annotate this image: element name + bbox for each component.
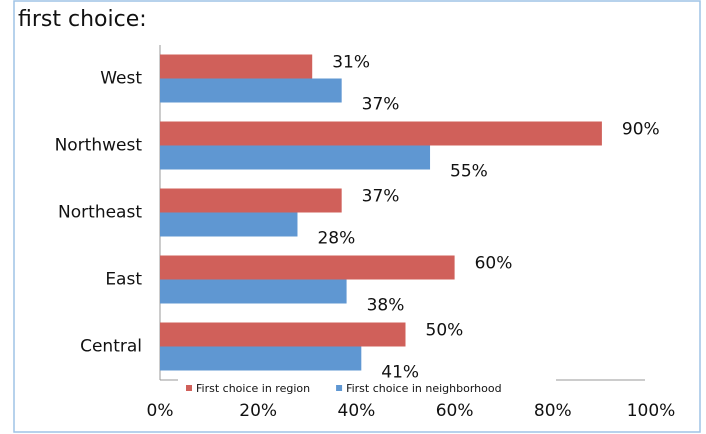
data-label: 50% <box>426 321 464 341</box>
frame <box>13 0 701 433</box>
bar <box>160 346 362 371</box>
bar <box>160 255 455 280</box>
data-label: 60% <box>475 254 513 274</box>
y-tick-label: Northeast <box>58 203 142 223</box>
chart-title: first choice: <box>18 7 147 32</box>
bar <box>160 188 342 213</box>
y-tick-label: West <box>100 69 142 89</box>
data-label: 31% <box>332 53 370 73</box>
y-tick-label: Central <box>80 337 142 357</box>
y-tick-label: Northwest <box>55 136 143 156</box>
x-tick-label: 60% <box>436 401 474 421</box>
data-label: 55% <box>450 162 488 182</box>
legend-box <box>178 378 556 398</box>
y-tick-label: East <box>105 270 142 290</box>
legend-label: First choice in region <box>196 382 310 395</box>
data-label: 37% <box>362 95 400 115</box>
bar <box>160 279 347 304</box>
data-label: 41% <box>381 363 419 383</box>
legend-swatch <box>186 385 192 391</box>
data-label: 38% <box>367 296 405 316</box>
bar <box>160 78 342 103</box>
x-tick-label: 40% <box>338 401 376 421</box>
bar <box>160 54 313 79</box>
x-tick-label: 0% <box>147 401 174 421</box>
bar <box>160 145 431 170</box>
legend-swatch <box>336 385 343 391</box>
data-label: 28% <box>317 229 355 249</box>
bar <box>160 212 298 237</box>
x-tick-label: 100% <box>627 401 676 421</box>
legend-label: First choice in neighborhood <box>346 382 502 395</box>
x-tick-label: 80% <box>534 401 572 421</box>
x-tick-label: 20% <box>239 401 277 421</box>
bar <box>160 322 406 347</box>
data-label: 90% <box>622 120 660 140</box>
data-label: 37% <box>362 187 400 207</box>
bar <box>160 121 602 146</box>
